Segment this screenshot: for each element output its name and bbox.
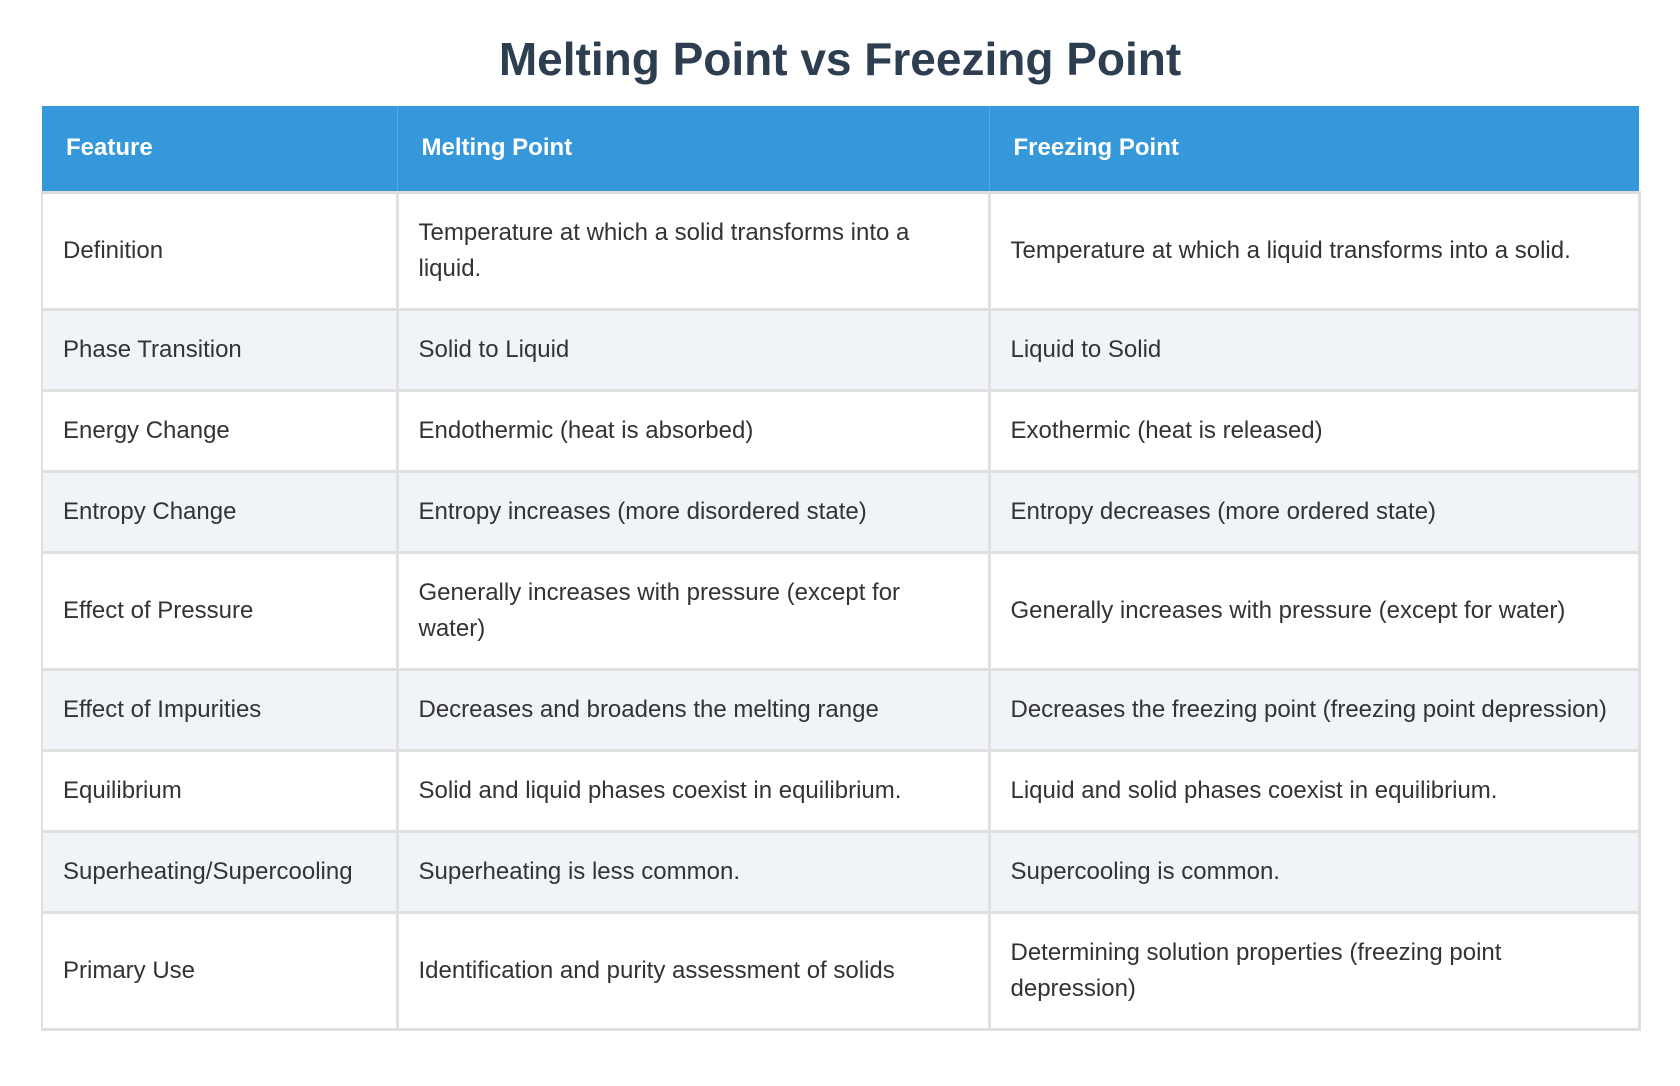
freezing-cell: Decreases the freezing point (freezing p… (987, 667, 1641, 752)
table-row-equilibrium: Equilibrium Solid and liquid phases coex… (41, 748, 1641, 833)
freezing-cell: Liquid to Solid (987, 307, 1641, 392)
table-row-definition: Definition Temperature at which a solid … (41, 190, 1641, 311)
table-row-energy-change: Energy Change Endothermic (heat is absor… (41, 388, 1641, 473)
freezing-cell: Temperature at which a liquid transforms… (987, 190, 1641, 311)
melting-cell: Decreases and broadens the melting range (395, 667, 991, 752)
feature-cell: Equilibrium (41, 748, 399, 833)
melting-cell: Identification and purity assessment of … (395, 910, 991, 1031)
feature-cell: Energy Change (41, 388, 399, 473)
feature-cell: Primary Use (41, 910, 399, 1031)
column-header-melting-point: Melting Point (397, 106, 990, 194)
freezing-cell: Entropy decreases (more ordered state) (987, 469, 1641, 554)
table-header-row: Feature Melting Point Freezing Point (42, 106, 1639, 194)
freezing-cell: Liquid and solid phases coexist in equil… (987, 748, 1641, 833)
comparison-table: Feature Melting Point Freezing Point Def… (41, 106, 1641, 1031)
feature-cell: Effect of Impurities (41, 667, 399, 752)
feature-cell: Definition (41, 190, 399, 311)
table-row-entropy-change: Entropy Change Entropy increases (more d… (41, 469, 1641, 554)
feature-cell: Superheating/Supercooling (41, 829, 399, 914)
freezing-cell: Exothermic (heat is released) (987, 388, 1641, 473)
melting-cell: Solid to Liquid (395, 307, 991, 392)
freezing-cell: Generally increases with pressure (excep… (987, 550, 1641, 671)
page-title: Melting Point vs Freezing Point (498, 33, 1182, 85)
melting-cell: Entropy increases (more disordered state… (395, 469, 991, 554)
freezing-cell: Determining solution properties (freezin… (987, 910, 1641, 1031)
feature-cell: Effect of Pressure (41, 550, 399, 671)
table-row-phase-transition: Phase Transition Solid to Liquid Liquid … (41, 307, 1641, 392)
table-row-superheating-supercooling: Superheating/Supercooling Superheating i… (41, 829, 1641, 914)
melting-cell: Superheating is less common. (395, 829, 991, 914)
table-row-effect-of-pressure: Effect of Pressure Generally increases w… (41, 550, 1641, 671)
melting-cell: Solid and liquid phases coexist in equil… (395, 748, 991, 833)
feature-cell: Entropy Change (41, 469, 399, 554)
column-header-freezing-point: Freezing Point (989, 106, 1639, 194)
melting-cell: Temperature at which a solid transforms … (395, 190, 991, 311)
melting-cell: Generally increases with pressure (excep… (395, 550, 991, 671)
melting-cell: Endothermic (heat is absorbed) (395, 388, 991, 473)
table-row-effect-of-impurities: Effect of Impurities Decreases and broad… (41, 667, 1641, 752)
table-row-primary-use: Primary Use Identification and purity as… (41, 910, 1641, 1031)
freezing-cell: Supercooling is common. (987, 829, 1641, 914)
feature-cell: Phase Transition (41, 307, 399, 392)
column-header-feature: Feature (42, 106, 398, 194)
